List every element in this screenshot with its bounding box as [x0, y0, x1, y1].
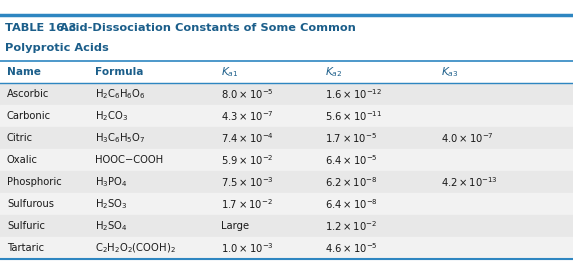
- Text: $K_{a2}$: $K_{a2}$: [325, 65, 343, 79]
- Text: $\mathrm{H_2C_6H_6O_6}$: $\mathrm{H_2C_6H_6O_6}$: [95, 87, 145, 101]
- Text: Acid-Dissociation Constants of Some Common: Acid-Dissociation Constants of Some Comm…: [48, 23, 355, 33]
- Text: $7.4 \times 10^{-4}$: $7.4 \times 10^{-4}$: [221, 131, 273, 145]
- Text: $\mathrm{H_3PO_4}$: $\mathrm{H_3PO_4}$: [95, 175, 127, 189]
- Text: $8.0 \times 10^{-5}$: $8.0 \times 10^{-5}$: [221, 87, 273, 101]
- Bar: [0, 215, 573, 237]
- Text: Oxalic: Oxalic: [7, 155, 38, 165]
- Text: Formula: Formula: [95, 67, 143, 77]
- Bar: [0, 15, 573, 61]
- Text: Phosphoric: Phosphoric: [7, 177, 62, 187]
- Text: $7.5 \times 10^{-3}$: $7.5 \times 10^{-3}$: [221, 175, 273, 189]
- Text: $1.7 \times 10^{-5}$: $1.7 \times 10^{-5}$: [325, 131, 378, 145]
- Text: Sulfurous: Sulfurous: [7, 199, 54, 209]
- Bar: [0, 61, 573, 83]
- Text: $6.4 \times 10^{-8}$: $6.4 \times 10^{-8}$: [325, 197, 378, 211]
- Text: $6.4 \times 10^{-5}$: $6.4 \times 10^{-5}$: [325, 153, 378, 167]
- Bar: [0, 149, 573, 171]
- Text: Sulfuric: Sulfuric: [7, 221, 45, 231]
- Text: $\mathrm{H_2SO_4}$: $\mathrm{H_2SO_4}$: [95, 219, 127, 233]
- Text: $1.2 \times 10^{-2}$: $1.2 \times 10^{-2}$: [325, 219, 378, 233]
- Text: $1.6 \times 10^{-12}$: $1.6 \times 10^{-12}$: [325, 87, 383, 101]
- Bar: [0, 193, 573, 215]
- Text: $4.6 \times 10^{-5}$: $4.6 \times 10^{-5}$: [325, 241, 378, 255]
- Text: Citric: Citric: [7, 133, 33, 143]
- Text: $\mathrm{H_2CO_3}$: $\mathrm{H_2CO_3}$: [95, 109, 128, 123]
- Text: $4.0 \times 10^{-7}$: $4.0 \times 10^{-7}$: [441, 131, 494, 145]
- Text: $K_{a3}$: $K_{a3}$: [441, 65, 458, 79]
- Text: Ascorbic: Ascorbic: [7, 89, 49, 99]
- Bar: [0, 127, 573, 149]
- Text: $1.0 \times 10^{-3}$: $1.0 \times 10^{-3}$: [221, 241, 273, 255]
- Text: HOOC−COOH: HOOC−COOH: [95, 155, 163, 165]
- Bar: [0, 105, 573, 127]
- Text: $4.2 \times 10^{-13}$: $4.2 \times 10^{-13}$: [441, 175, 498, 189]
- Text: $K_{a1}$: $K_{a1}$: [221, 65, 238, 79]
- Text: Name: Name: [7, 67, 41, 77]
- Text: Large: Large: [221, 221, 249, 231]
- Text: Polyprotic Acids: Polyprotic Acids: [5, 43, 109, 53]
- Bar: [0, 171, 573, 193]
- Text: $5.6 \times 10^{-11}$: $5.6 \times 10^{-11}$: [325, 109, 383, 123]
- Text: Tartaric: Tartaric: [7, 243, 44, 253]
- Text: $\mathrm{C_2H_2O_2(COOH)_2}$: $\mathrm{C_2H_2O_2(COOH)_2}$: [95, 241, 175, 255]
- Text: Carbonic: Carbonic: [7, 111, 51, 121]
- Text: $\mathrm{H_3C_6H_5O_7}$: $\mathrm{H_3C_6H_5O_7}$: [95, 131, 145, 145]
- Text: $6.2 \times 10^{-8}$: $6.2 \times 10^{-8}$: [325, 175, 378, 189]
- Bar: [0, 237, 573, 259]
- Bar: [0, 83, 573, 105]
- Text: $5.9 \times 10^{-2}$: $5.9 \times 10^{-2}$: [221, 153, 273, 167]
- Text: TABLE 16.3: TABLE 16.3: [5, 23, 77, 33]
- Text: $1.7 \times 10^{-2}$: $1.7 \times 10^{-2}$: [221, 197, 272, 211]
- Text: $4.3 \times 10^{-7}$: $4.3 \times 10^{-7}$: [221, 109, 273, 123]
- Text: $\mathrm{H_2SO_3}$: $\mathrm{H_2SO_3}$: [95, 197, 127, 211]
